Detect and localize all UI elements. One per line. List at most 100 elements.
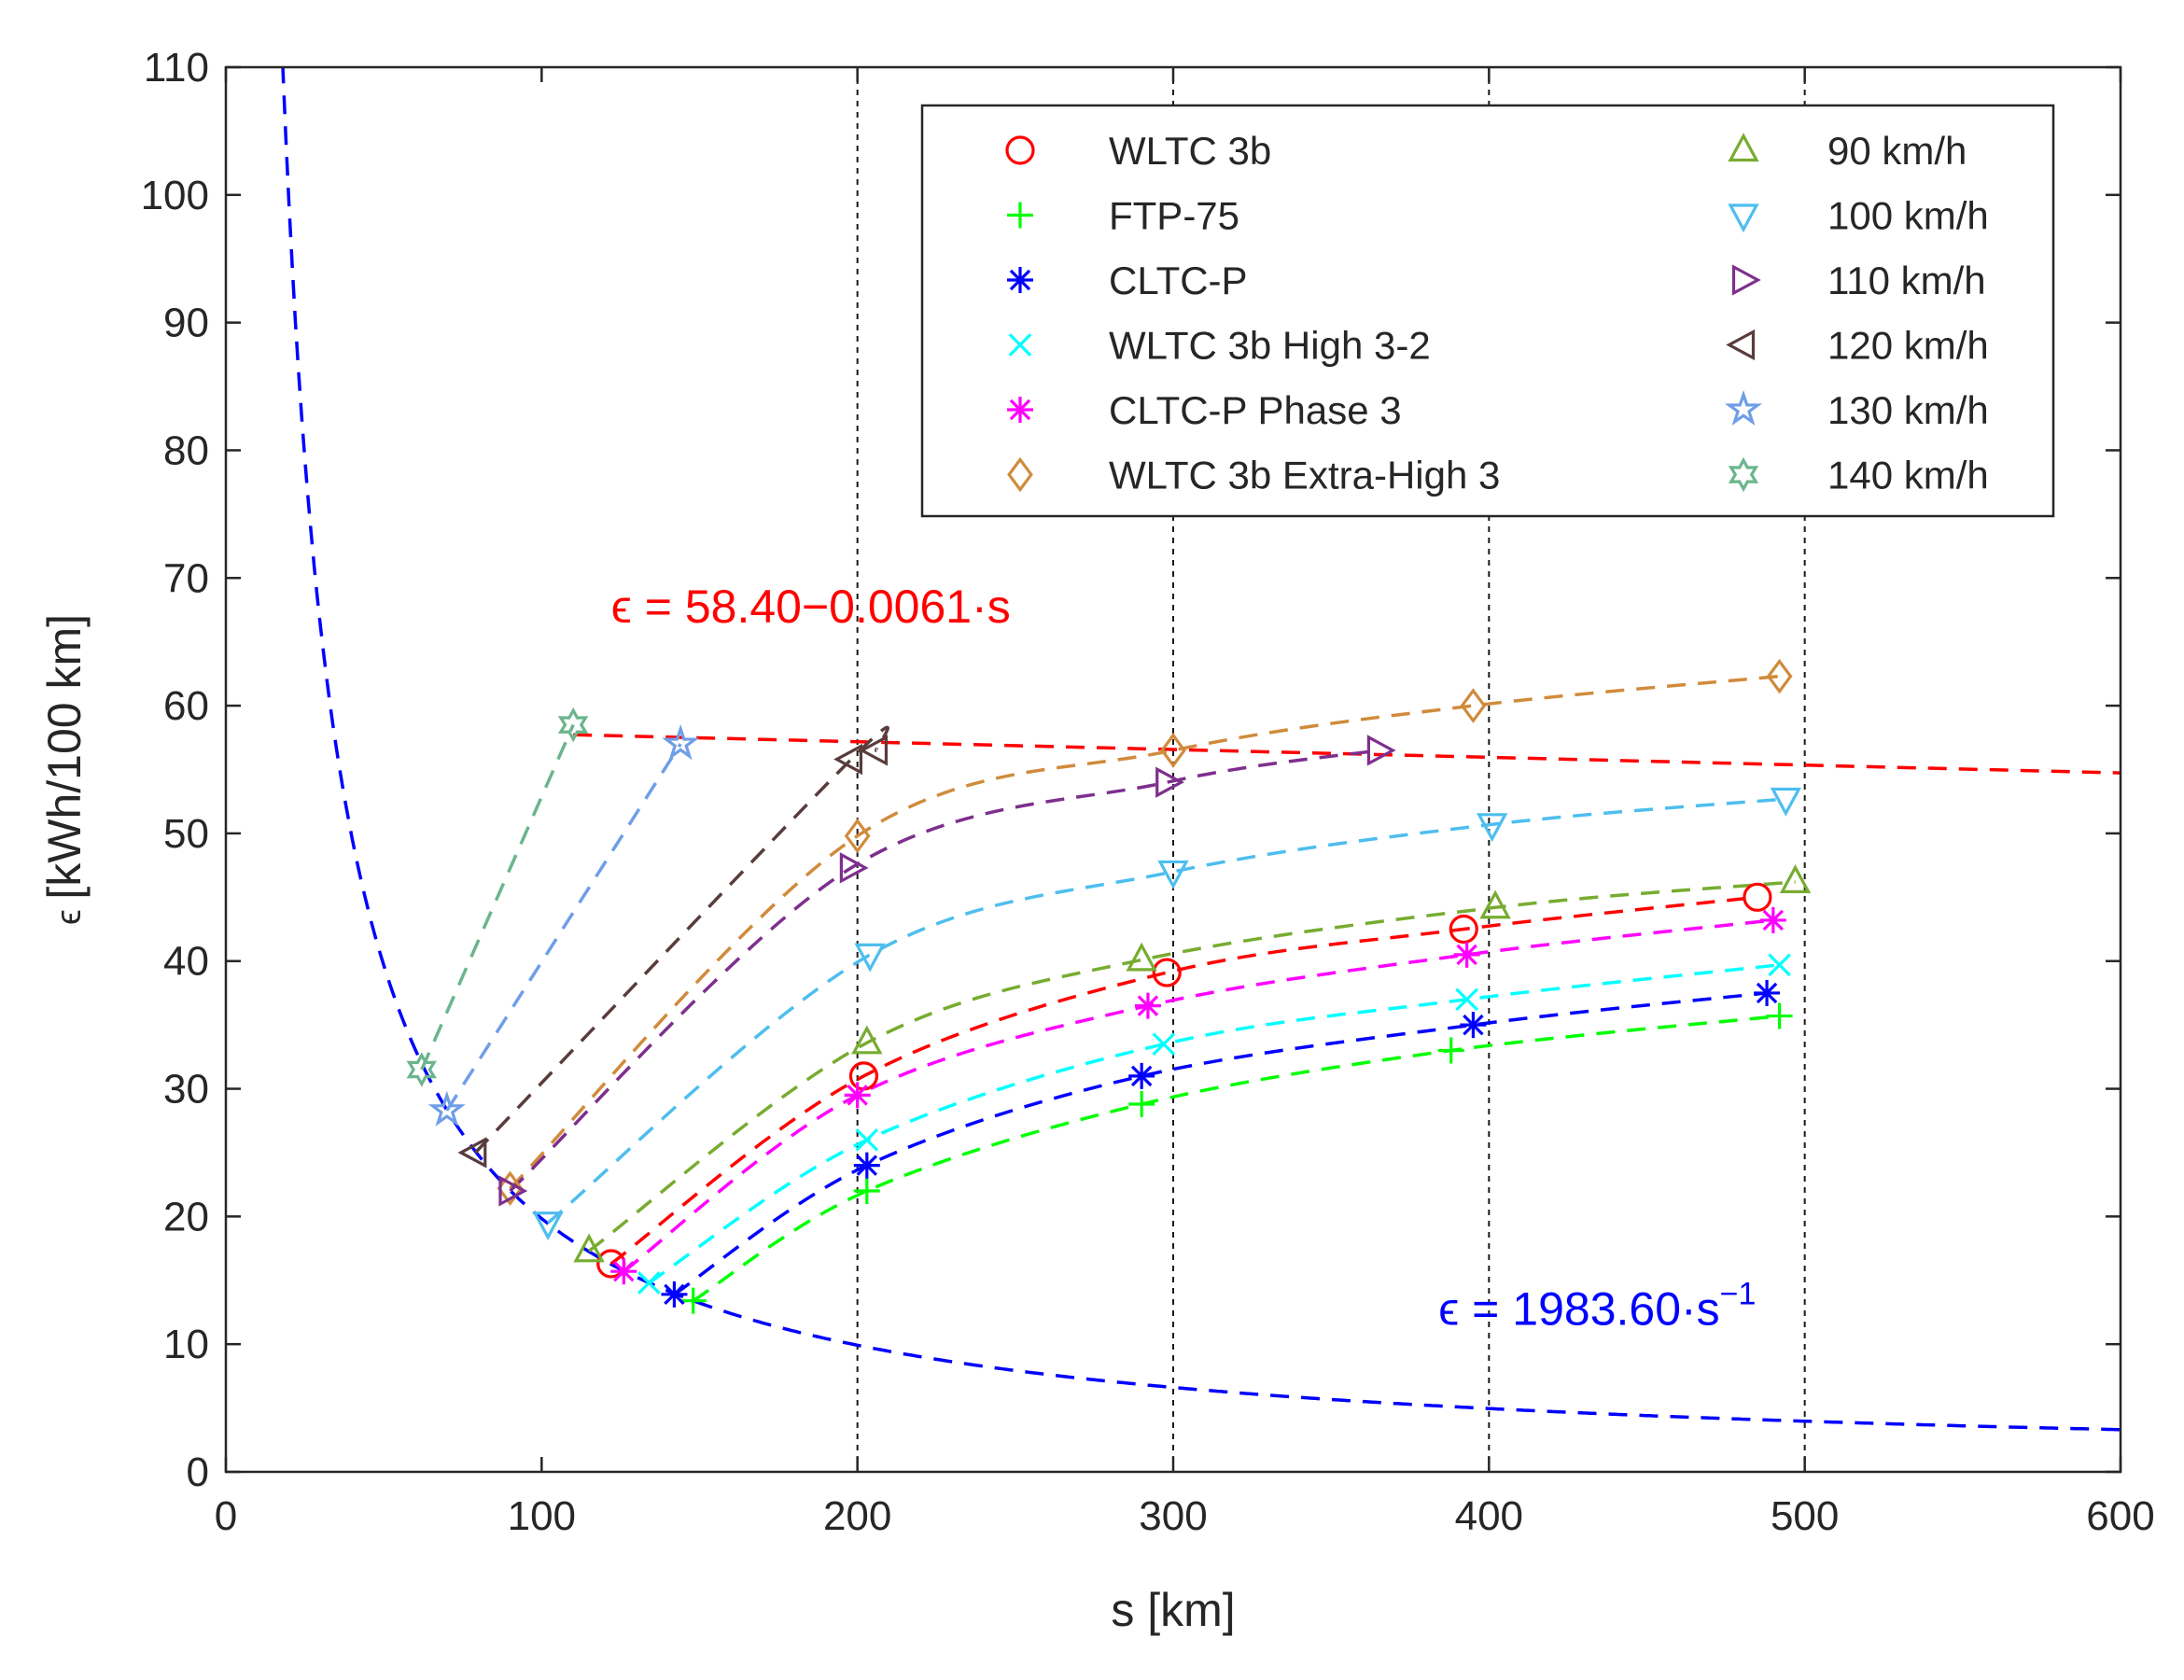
y-tick-label: 20 xyxy=(163,1194,209,1239)
legend-item-wltc-3b: WLTC 3b xyxy=(1005,129,1271,173)
y-axis-title: ϵ [kWh/100 km] xyxy=(38,614,91,925)
y-tick-label: 60 xyxy=(163,683,209,729)
point-110-km-h-1 xyxy=(839,852,869,884)
point-cltc-p-3 xyxy=(1460,1012,1487,1039)
point-wltc-3b-high-3-2-4 xyxy=(1768,953,1791,977)
point-wltc-3b-extra-high-3-0 xyxy=(497,1170,524,1207)
x-tick-label: 300 xyxy=(1139,1493,1207,1539)
legend-item-cltc-p: CLTC-P xyxy=(1007,259,1248,302)
point-100-km-h-0 xyxy=(532,1211,564,1240)
point-wltc-3b-high-3-2-0 xyxy=(637,1271,661,1295)
fit-linear-line xyxy=(573,733,2121,775)
point-120-km-h-0 xyxy=(457,1137,487,1169)
legend-label: 110 km/h xyxy=(1827,259,1986,302)
y-axis-unit: [kWh/100 km] xyxy=(38,614,91,900)
legend-marker-100-km-h xyxy=(1728,203,1759,233)
legend-item-90-km-h: 90 km/h xyxy=(1728,129,1967,173)
series-line-110-km-h xyxy=(509,749,1379,1193)
point-wltc-3b-high-3-2-3 xyxy=(1455,987,1478,1012)
point-cltc-p-phase-3-1 xyxy=(844,1082,871,1109)
legend-label: 120 km/h xyxy=(1827,324,1989,368)
legend-marker-ftp-75 xyxy=(1007,202,1033,229)
legend-label: 100 km/h xyxy=(1827,194,1989,238)
point-wltc-3b-extra-high-3-4 xyxy=(1766,658,1793,694)
series-line-100-km-h xyxy=(546,797,1786,1225)
point-cltc-p-phase-3-4 xyxy=(1759,906,1786,933)
series-line-130-km-h xyxy=(445,743,682,1112)
legend-label: WLTC 3b xyxy=(1109,129,1271,173)
y-tick-label: 50 xyxy=(163,811,209,857)
point-ftp-75-1 xyxy=(853,1178,880,1204)
x-tick-label: 500 xyxy=(1771,1493,1839,1539)
point-wltc-3b-extra-high-3-1 xyxy=(844,818,871,854)
fit-hyperbola-line xyxy=(281,67,2121,1432)
legend-item-110-km-h: 110 km/h xyxy=(1731,259,1986,302)
legend-marker-90-km-h xyxy=(1728,133,1759,162)
legend-item-100-km-h: 100 km/h xyxy=(1728,194,1989,238)
point-ftp-75-0 xyxy=(679,1287,707,1314)
point-wltc-3b-extra-high-3-3 xyxy=(1460,688,1487,723)
legend-item-ftp-75: FTP-75 xyxy=(1007,194,1239,238)
legend-label: WLTC 3b High 3-2 xyxy=(1109,324,1431,368)
x-tick-label: 400 xyxy=(1455,1493,1523,1539)
legend-label: FTP-75 xyxy=(1109,194,1239,238)
point-110-km-h-0 xyxy=(498,1175,528,1207)
point-wltc-3b-2 xyxy=(1152,958,1182,987)
legend-item-140-km-h: 140 km/h xyxy=(1728,454,1989,497)
legend-label: 140 km/h xyxy=(1827,454,1989,497)
x-tick-label: 600 xyxy=(2086,1493,2154,1539)
point-90-km-h-2 xyxy=(1126,942,1157,972)
series-line-120-km-h xyxy=(474,725,889,1155)
legend-marker-cltc-p xyxy=(1007,267,1033,293)
point-cltc-p-phase-3-0 xyxy=(610,1258,637,1285)
point-140-km-h-0 xyxy=(406,1052,437,1087)
legend-marker-wltc-3b-high-3-2 xyxy=(1008,333,1032,357)
x-tick-label: 200 xyxy=(823,1493,891,1539)
point-110-km-h-2 xyxy=(1155,766,1184,798)
legend-item-120-km-h: 120 km/h xyxy=(1726,324,1989,368)
point-100-km-h-4 xyxy=(1770,787,1802,817)
legend-label: WLTC 3b Extra-High 3 xyxy=(1109,454,1500,497)
legend-marker-wltc-3b-extra-high-3 xyxy=(1007,456,1033,493)
point-90-km-h-0 xyxy=(573,1233,605,1263)
series-line-wltc-3b-high-3-2 xyxy=(648,963,1780,1284)
y-tick-label: 10 xyxy=(163,1322,209,1367)
point-cltc-p-2 xyxy=(1128,1062,1155,1089)
y-tick-label: 110 xyxy=(144,45,209,91)
legend-marker-110-km-h xyxy=(1731,264,1761,296)
point-120-km-h-2 xyxy=(859,735,889,766)
x-axis-title: s [km] xyxy=(1111,1584,1235,1636)
point-cltc-p-0 xyxy=(661,1281,688,1308)
legend-label: 130 km/h xyxy=(1827,388,1989,432)
point-100-km-h-1 xyxy=(854,943,886,973)
series-line-140-km-h xyxy=(420,723,575,1071)
legend-item-cltc-p-phase-3: CLTC-P Phase 3 xyxy=(1007,388,1402,432)
point-wltc-3b-extra-high-3-2 xyxy=(1160,733,1186,768)
legend-item-wltc-3b-high-3-2: WLTC 3b High 3-2 xyxy=(1008,324,1431,368)
legend-label: CLTC-P Phase 3 xyxy=(1109,388,1402,432)
y-tick-label: 80 xyxy=(163,427,209,473)
y-tick-label: 100 xyxy=(141,173,209,218)
y-tick-label: 0 xyxy=(187,1449,209,1495)
point-100-km-h-3 xyxy=(1477,813,1508,843)
legend-marker-140-km-h xyxy=(1728,456,1759,493)
point-90-km-h-3 xyxy=(1479,889,1511,919)
point-130-km-h-1 xyxy=(662,723,700,761)
x-tick-label: 100 xyxy=(508,1493,576,1539)
legend-label: CLTC-P xyxy=(1109,259,1248,302)
series-line-wltc-3b xyxy=(609,895,1758,1266)
y-tick-label: 30 xyxy=(163,1067,209,1113)
point-cltc-p-4 xyxy=(1754,979,1781,1006)
legend-label: 90 km/h xyxy=(1827,129,1967,173)
y-tick-label: 90 xyxy=(163,301,209,346)
point-cltc-p-phase-3-2 xyxy=(1134,992,1161,1019)
series-line-ftp-75 xyxy=(692,1014,1780,1303)
legend-item-130-km-h: 130 km/h xyxy=(1724,388,1989,432)
y-axis-symbol: ϵ xyxy=(49,900,89,925)
legend-item-wltc-3b-extra-high-3: WLTC 3b Extra-High 3 xyxy=(1007,454,1500,497)
point-ftp-75-3 xyxy=(1437,1037,1464,1064)
point-cltc-p-phase-3-3 xyxy=(1453,941,1480,968)
point-100-km-h-2 xyxy=(1157,860,1189,889)
series-line-90-km-h xyxy=(588,880,1796,1253)
